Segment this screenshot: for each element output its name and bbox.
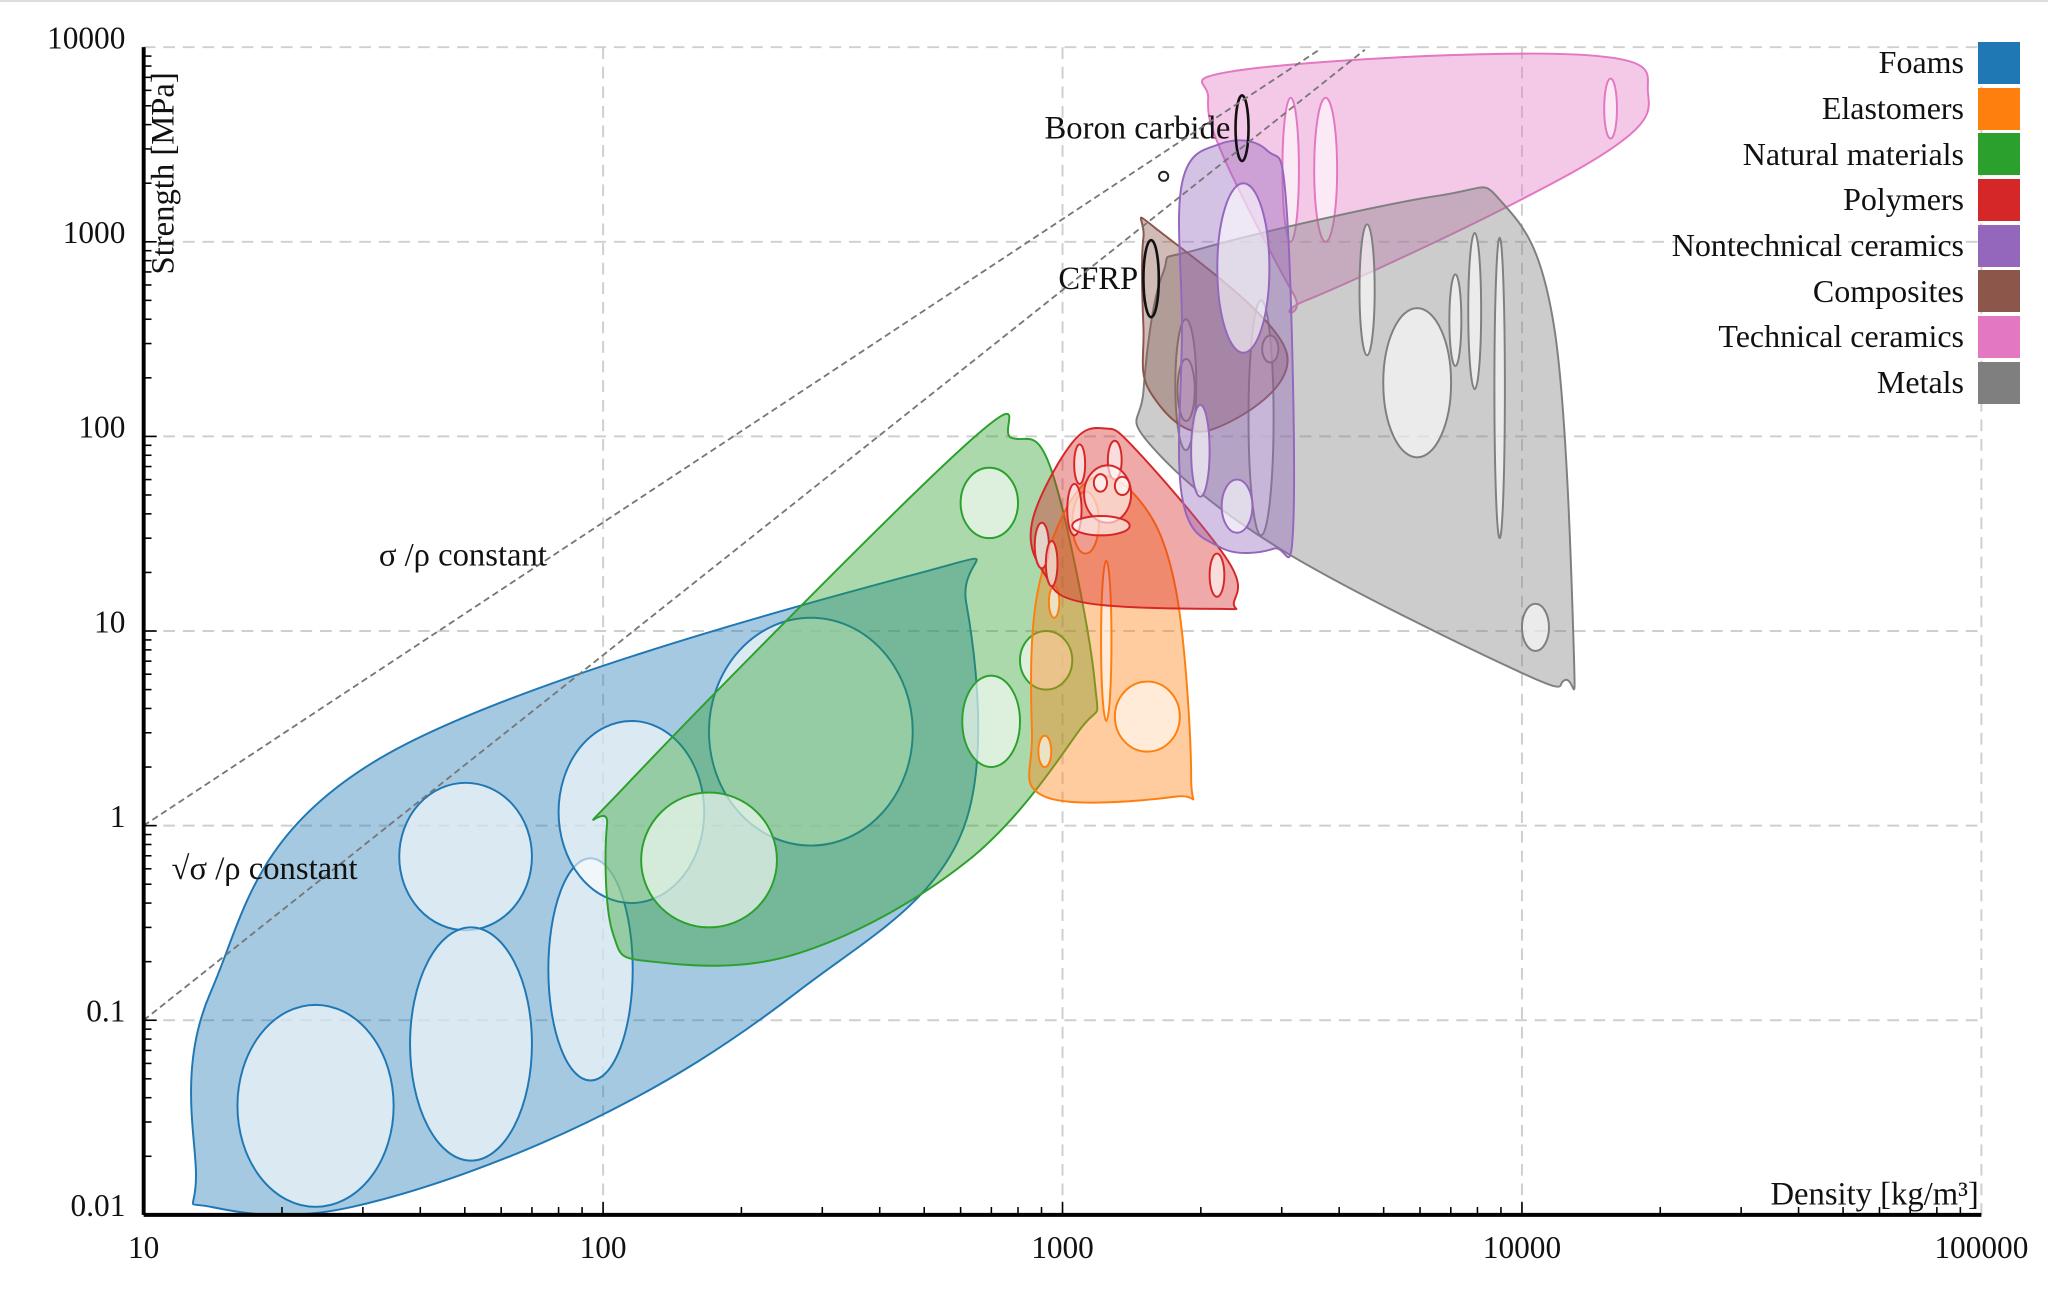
material-ellipse: [640, 791, 778, 929]
legend-swatch: [1978, 178, 2020, 221]
y-tick-label: 10000: [47, 20, 125, 55]
material-ellipse: [1603, 77, 1618, 140]
x-tick-label: 100: [580, 1230, 627, 1265]
y-axis-label: Strength [MPa]: [146, 72, 182, 274]
envelope-composites: [1139, 216, 1289, 433]
material-ellipse: [1037, 734, 1053, 769]
material-ellipse: [1467, 231, 1483, 391]
material-ellipse: [1448, 273, 1463, 367]
legend-item-technical-ceramics: Technical ceramics: [1672, 314, 2020, 360]
legend-swatch: [1978, 224, 2020, 267]
material-ellipse: [1071, 515, 1131, 537]
legend-label: Technical ceramics: [1718, 318, 1964, 355]
x-tick-label: 1000: [1031, 1230, 1094, 1265]
y-tick-label: 1: [110, 799, 126, 834]
y-tick-label: 10: [94, 604, 125, 639]
material-ellipse: [1019, 630, 1074, 691]
material-ellipse: [1313, 96, 1339, 243]
material-ellipse: [1190, 404, 1211, 498]
envelope-technical-ceramics: [1201, 52, 1650, 314]
legend-swatch: [1978, 361, 2020, 404]
legend-swatch: [1978, 87, 2020, 130]
material-ellipse: [1261, 334, 1280, 364]
label-cfrp: CFRP: [1058, 261, 1138, 297]
material-ellipse: [1113, 475, 1131, 496]
y-tick-label: 1000: [63, 215, 126, 250]
region-natural-materials: [592, 412, 1099, 967]
legend-item-natural-materials: Natural materials: [1672, 131, 2020, 177]
legend-item-polymers: Polymers: [1672, 177, 2020, 223]
x-tick-label: 100000: [1934, 1230, 2028, 1265]
material-ellipse: [1216, 182, 1271, 354]
region-foams: [190, 557, 980, 1217]
material-ellipse: [1493, 236, 1506, 540]
legend-label: Metals: [1876, 364, 1964, 401]
region-polymers: [1029, 427, 1239, 611]
axes: 10 100 1000 10000 100000 0.01 0.1 1 10 100 1000 100…: [47, 20, 2028, 1264]
legend-item-metals: Metals: [1672, 360, 2020, 406]
legend-label: Elastomers: [1821, 90, 1964, 127]
y-tick-label: 0.1: [86, 994, 125, 1029]
material-ellipse: [1520, 602, 1550, 652]
material-ellipse: [409, 926, 533, 1162]
legend-label: Foams: [1878, 44, 1964, 81]
material-ellipse: [1358, 223, 1376, 357]
material-ellipse: [398, 781, 533, 932]
material-ellipse: [236, 1003, 395, 1208]
region-nontechnical-ceramics: [1178, 139, 1295, 559]
material-ellipse: [1208, 552, 1226, 598]
guide-lines: Boron carbide CFRP σ /ρ constant √σ /ρ cons…: [143, 48, 1366, 1021]
material-ellipse: [961, 674, 1021, 769]
label-boron-carbide: Boron carbide: [1045, 111, 1231, 147]
legend-item-elastomers: Elastomers: [1672, 86, 2020, 132]
legend-label: Polymers: [1843, 181, 1964, 218]
legend-item-foams: Foams: [1672, 40, 2020, 86]
top-border: [0, 0, 2048, 2]
legend-label: Natural materials: [1742, 135, 1964, 172]
legend: Foams Elastomers Natural materials Polymers…: [1672, 40, 2020, 406]
x-tick-label: 10: [128, 1230, 159, 1265]
material-ellipse: [1100, 559, 1113, 722]
legend-swatch: [1978, 133, 2020, 176]
material-regions: [190, 52, 1650, 1217]
region-composites: [1139, 216, 1289, 433]
material-ellipse: [959, 466, 1019, 540]
material-ellipse: [1382, 307, 1453, 459]
legend-label: Nontechnical ceramics: [1671, 227, 1964, 264]
material-ellipse: [707, 616, 914, 847]
legend-label: Composites: [1812, 272, 1964, 309]
legend-swatch: [1978, 315, 2020, 358]
guide-line-1: [143, 49, 1366, 1021]
highlight-cfrp-ellipse: [1142, 238, 1161, 319]
legend-swatch: [1978, 41, 2020, 84]
material-ellipse: [1092, 473, 1109, 493]
x-tick-label: 10000: [1483, 1230, 1561, 1265]
guide-label-0: σ /ρ constant: [379, 538, 547, 574]
guide-line-0: [143, 48, 1320, 827]
material-ellipse: [1047, 585, 1061, 619]
material-ellipse: [1220, 478, 1254, 534]
highlight-boron-carbide-ellipse: [1234, 94, 1250, 163]
y-tick-label: 100: [78, 410, 125, 445]
material-ellipse: [1113, 680, 1181, 753]
material-ellipse: [1073, 443, 1087, 485]
legend-swatch: [1978, 270, 2020, 313]
legend-item-nontechnical-ceramics: Nontechnical ceramics: [1672, 223, 2020, 269]
guide-label-1: √σ /ρ constant: [172, 851, 358, 887]
guide-intersection-marker: [1158, 170, 1170, 182]
legend-item-composites: Composites: [1672, 268, 2020, 314]
material-ellipse: [1044, 540, 1059, 588]
y-tick-label: 0.01: [71, 1188, 126, 1223]
x-axis-label: Density [kg/m³]: [1770, 1176, 1978, 1212]
